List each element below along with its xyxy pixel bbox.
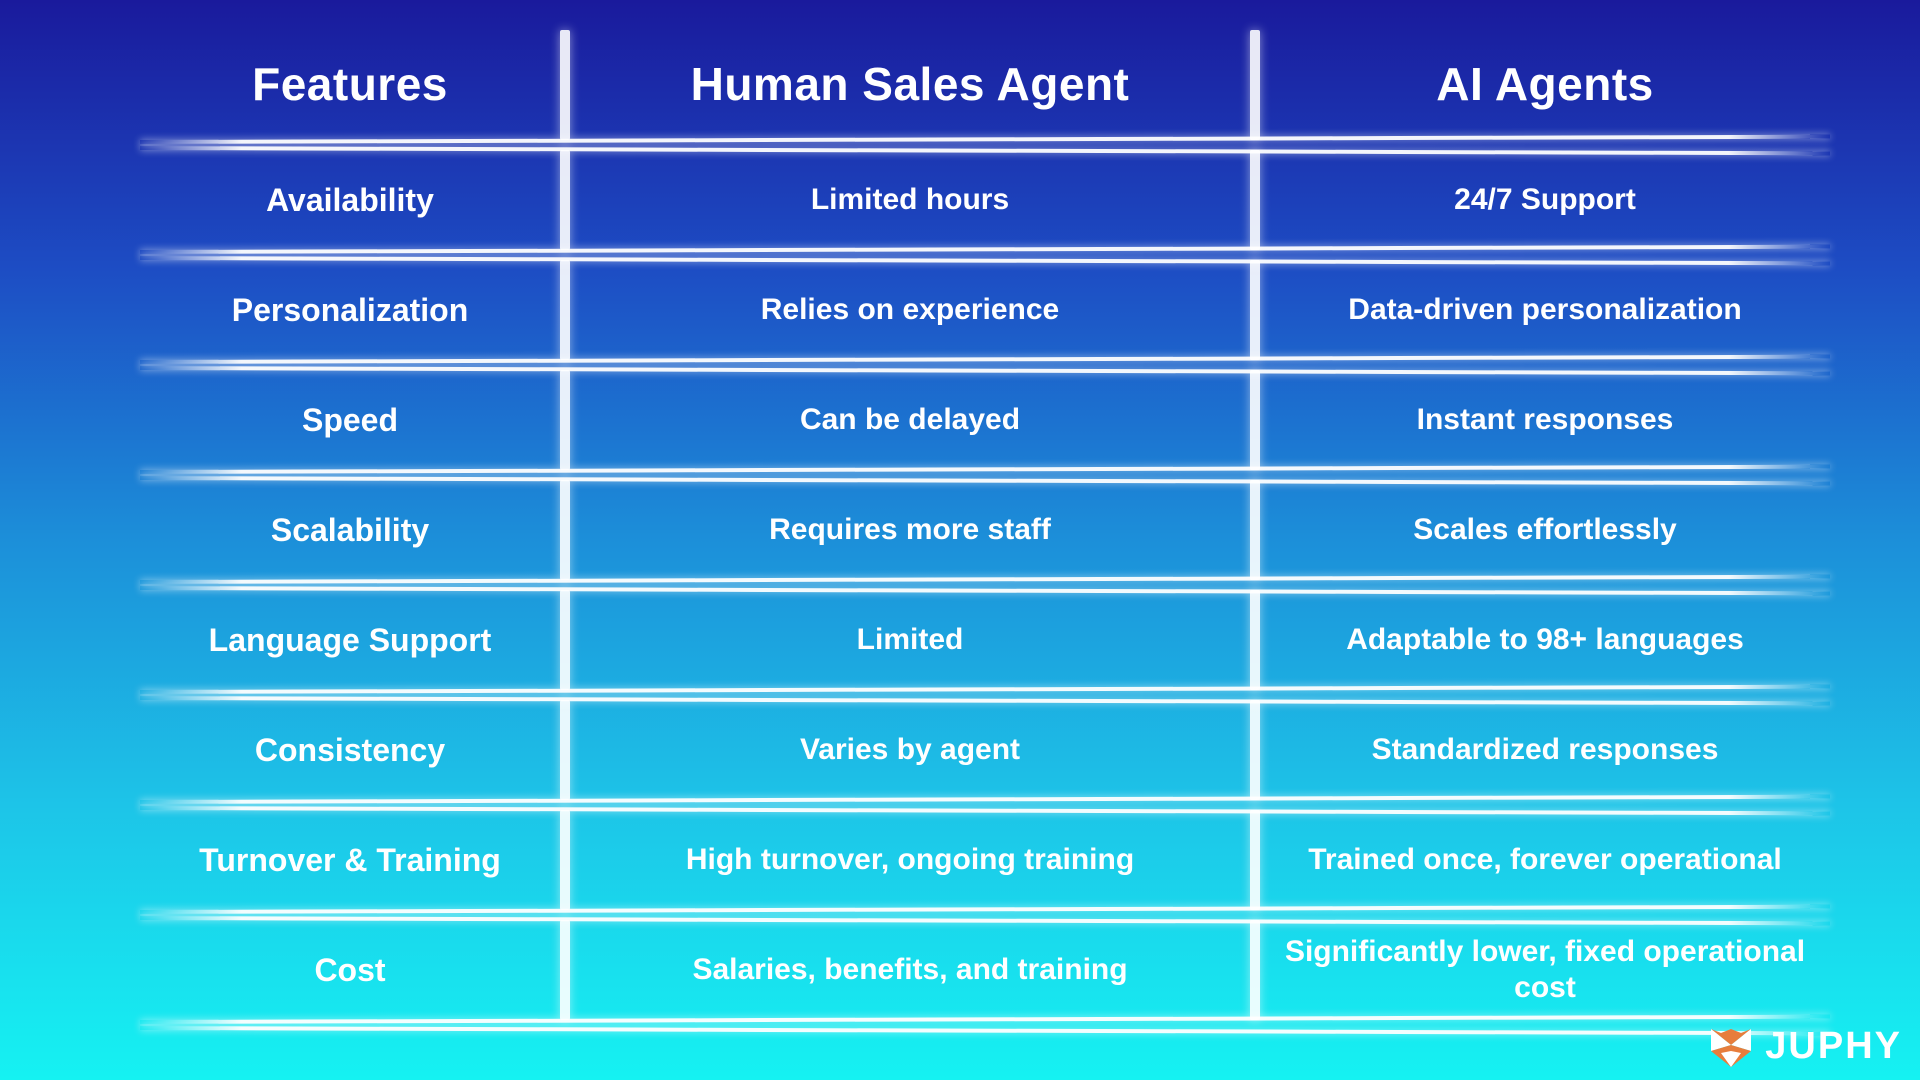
ai-cell: Adaptable to 98+ languages	[1260, 590, 1830, 690]
column-separator	[1250, 920, 1260, 1020]
column-separator	[1250, 810, 1260, 910]
column-separator	[560, 480, 570, 580]
column-separator	[560, 30, 570, 140]
human-cell: High turnover, ongoing training	[570, 810, 1250, 910]
row-divider	[140, 690, 1830, 700]
feature-cell: Language Support	[140, 590, 560, 690]
row-divider	[140, 910, 1830, 920]
column-separator	[1250, 260, 1260, 360]
human-cell: Requires more staff	[570, 480, 1250, 580]
col-header-human: Human Sales Agent	[570, 30, 1250, 140]
row-divider	[140, 250, 1830, 260]
col-header-features: Features	[140, 30, 560, 140]
ai-cell: Significantly lower, fixed operational c…	[1260, 920, 1830, 1020]
feature-cell: Speed	[140, 370, 560, 470]
row-divider	[140, 470, 1830, 480]
table-row: Speed Can be delayed Instant responses	[140, 370, 1830, 470]
ai-cell: Instant responses	[1260, 370, 1830, 470]
row-divider	[140, 140, 1830, 150]
row-divider	[140, 360, 1830, 370]
human-cell: Limited hours	[570, 150, 1250, 250]
feature-cell: Turnover & Training	[140, 810, 560, 910]
column-separator	[560, 370, 570, 470]
human-cell: Can be delayed	[570, 370, 1250, 470]
comparison-table: Features Human Sales Agent AI Agents Ava…	[140, 30, 1830, 1040]
human-cell: Limited	[570, 590, 1250, 690]
column-separator	[1250, 480, 1260, 580]
column-separator	[560, 590, 570, 690]
table-row: Consistency Varies by agent Standardized…	[140, 700, 1830, 800]
feature-cell: Consistency	[140, 700, 560, 800]
column-separator	[1250, 150, 1260, 250]
row-divider	[140, 800, 1830, 810]
ai-cell: 24/7 Support	[1260, 150, 1830, 250]
column-separator	[560, 700, 570, 800]
column-separator	[560, 920, 570, 1020]
human-cell: Varies by agent	[570, 700, 1250, 800]
table-header-row: Features Human Sales Agent AI Agents	[140, 30, 1830, 140]
ai-cell: Trained once, forever operational	[1260, 810, 1830, 910]
column-separator	[1250, 700, 1260, 800]
column-separator	[1250, 30, 1260, 140]
feature-cell: Cost	[140, 920, 560, 1020]
row-divider	[140, 580, 1830, 590]
human-cell: Relies on experience	[570, 260, 1250, 360]
feature-cell: Scalability	[140, 480, 560, 580]
column-separator	[560, 260, 570, 360]
ai-cell: Data-driven personalization	[1260, 260, 1830, 360]
row-divider	[140, 1020, 1830, 1030]
brand-name: JUPHY	[1765, 1025, 1902, 1068]
feature-cell: Availability	[140, 150, 560, 250]
col-header-ai: AI Agents	[1260, 30, 1830, 140]
table-row: Language Support Limited Adaptable to 98…	[140, 590, 1830, 690]
column-separator	[560, 150, 570, 250]
column-separator	[1250, 590, 1260, 690]
table-row: Scalability Requires more staff Scales e…	[140, 480, 1830, 580]
table-row: Turnover & Training High turnover, ongoi…	[140, 810, 1830, 910]
human-cell: Salaries, benefits, and training	[570, 920, 1250, 1020]
feature-cell: Personalization	[140, 260, 560, 360]
table-row: Availability Limited hours 24/7 Support	[140, 150, 1830, 250]
brand-logo: JUPHY	[1707, 1025, 1902, 1068]
fox-icon	[1707, 1027, 1755, 1067]
ai-cell: Standardized responses	[1260, 700, 1830, 800]
column-separator	[560, 810, 570, 910]
table-row: Cost Salaries, benefits, and training Si…	[140, 920, 1830, 1020]
table-row: Personalization Relies on experience Dat…	[140, 260, 1830, 360]
ai-cell: Scales effortlessly	[1260, 480, 1830, 580]
column-separator	[1250, 370, 1260, 470]
